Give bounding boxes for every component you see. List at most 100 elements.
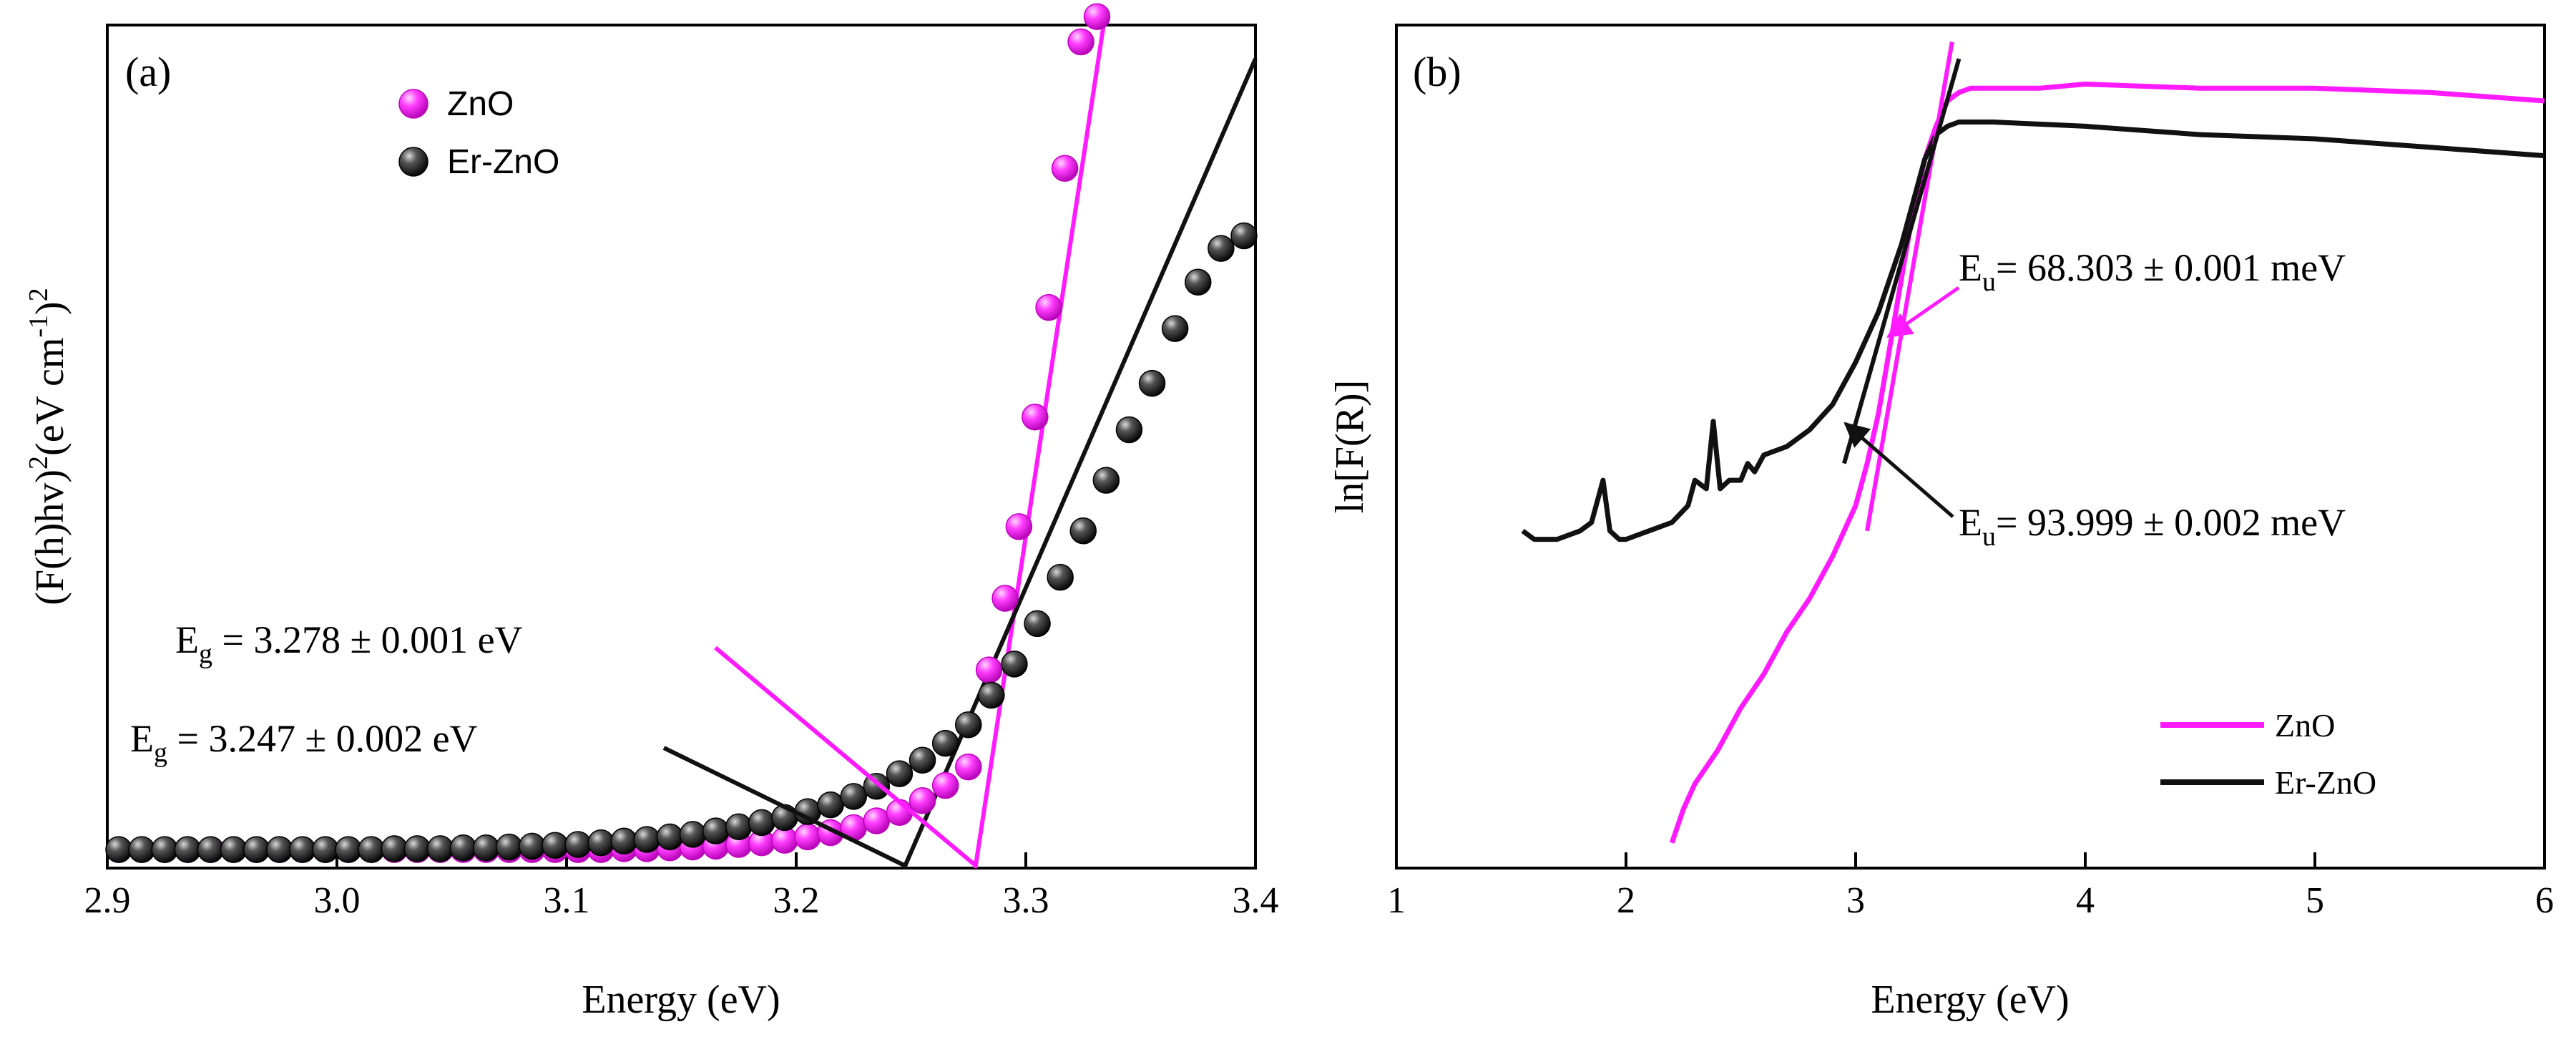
zno-urbach-fit-line — [1865, 42, 1954, 532]
panel-b-frame — [1395, 24, 2546, 870]
panel-b-fit-lines — [1842, 42, 1962, 532]
er-zno-data-point — [656, 823, 684, 851]
er-zno-data-point — [840, 783, 867, 810]
panel-a-x-tick-label: 3.4 — [1233, 880, 1279, 921]
panel-b-x-tick-label: 1 — [1387, 880, 1406, 921]
er-zno-data-point — [358, 836, 385, 863]
er-zno-data-point — [426, 835, 454, 862]
panel-a-legend: ZnO Er-ZnO — [398, 85, 559, 181]
panel-a-er-zno-points — [105, 222, 1258, 863]
eg-zno-leader-line — [714, 646, 977, 867]
zno-data-point — [1083, 3, 1111, 30]
er-zno-data-point — [1161, 315, 1189, 342]
er-zno-data-point — [587, 829, 614, 857]
zno-data-point — [771, 827, 798, 854]
panel-a-y-axis-title: (F(h)hv)2(eV cm-1)2 — [24, 288, 72, 605]
panel-a-frame — [106, 24, 1257, 870]
er-zno-urbach-fit-line — [1842, 58, 1962, 464]
zno-spectrum-line — [1669, 82, 2545, 844]
er-zno-data-point — [1185, 268, 1212, 296]
panel-b-x-tick-label: 2 — [1617, 880, 1635, 921]
panel-a-x-tick-label: 2.9 — [84, 880, 131, 921]
er-zno-data-point — [151, 836, 178, 863]
er-zno-data-point — [931, 729, 959, 757]
legend-zno-marker — [398, 89, 428, 119]
legend-b-er-zno-label: Er-ZnO — [2275, 764, 2376, 801]
eg-er-zno-leader-line — [662, 746, 906, 867]
eu-zno-arrow — [1886, 286, 1960, 339]
er-zno-data-point — [403, 835, 431, 862]
panel-b-x-tick-label: 6 — [2535, 880, 2554, 921]
er-zno-data-point — [610, 827, 637, 855]
er-zno-data-point — [472, 834, 500, 862]
er-zno-data-point — [496, 833, 523, 861]
zno-fit-line — [973, 7, 1109, 869]
panel-b-x-tick-label: 4 — [2076, 880, 2095, 921]
legend-b-zno-label: ZnO — [2275, 707, 2335, 744]
zno-data-point — [955, 753, 982, 781]
panel-a-x-axis-title: Energy (eV) — [582, 978, 780, 1022]
er-zno-data-point — [542, 832, 569, 859]
zno-data-point — [1051, 155, 1079, 182]
legend-er-zno-label: Er-ZnO — [447, 143, 559, 181]
zno-data-point — [991, 585, 1019, 612]
er-zno-data-point — [702, 817, 730, 844]
panel-b-x-tick-label: 5 — [2306, 880, 2324, 921]
eu-er-zno-annotation: Eu= 93.999 ± 0.002 meV — [1959, 501, 2346, 552]
panel-a-x-ticks: 2.9 3.0 3.1 3.2 3.3 3.4 — [84, 852, 1279, 921]
zno-data-point — [1005, 513, 1033, 540]
er-zno-data-point — [1208, 235, 1235, 262]
er-zno-data-point — [679, 821, 707, 848]
zno-data-point — [794, 823, 821, 851]
legend-zno-label: ZnO — [447, 85, 514, 123]
er-zno-data-point — [266, 836, 293, 863]
er-zno-data-point — [1092, 467, 1120, 494]
er-zno-data-point — [289, 836, 316, 863]
zno-data-point — [1022, 404, 1049, 431]
zno-data-point — [909, 787, 936, 814]
er-zno-data-point — [1047, 563, 1074, 591]
eu-er-zno-arrow — [1843, 422, 1954, 518]
er-zno-data-point — [381, 835, 408, 862]
er-zno-data-point — [1138, 369, 1166, 397]
zno-data-point — [975, 656, 1003, 683]
eu-zno-annotation: Eu= 68.303 ± 0.001 meV — [1959, 246, 2346, 297]
er-zno-data-point — [909, 746, 936, 774]
er-zno-spectrum-line — [1521, 120, 2545, 542]
er-zno-data-point — [817, 791, 844, 819]
er-zno-data-point — [978, 681, 1005, 709]
panel-a: 2.9 3.0 3.1 3.2 3.3 3.4 Eg = 3.278 ± 0.001 eV… — [24, 3, 1279, 1022]
panel-a-x-tick-label: 3.1 — [544, 880, 590, 921]
panel-b-x-axis-title: Energy (eV) — [1871, 978, 2069, 1022]
panel-b-label: (b) — [1413, 49, 1461, 95]
panel-a-x-tick-label: 3.0 — [314, 880, 361, 921]
panel-a-label: (a) — [125, 49, 171, 95]
er-zno-data-point — [449, 834, 477, 862]
er-zno-data-point — [128, 836, 155, 863]
er-zno-data-point — [220, 836, 248, 863]
er-zno-data-point — [1115, 416, 1143, 444]
zno-data-point — [1067, 28, 1094, 56]
er-zno-data-point — [955, 711, 982, 739]
er-zno-data-point — [748, 809, 775, 837]
er-zno-data-point — [174, 836, 202, 863]
eg-zno-annotation: Eg = 3.278 ± 0.001 eV — [175, 618, 523, 669]
er-zno-data-point — [519, 832, 546, 860]
panel-b-x-ticks: 1 2 3 4 5 6 — [1387, 852, 2554, 921]
er-zno-data-point — [312, 836, 339, 863]
er-zno-data-point — [335, 836, 362, 863]
er-zno-data-point — [1230, 222, 1258, 250]
er-zno-data-point — [886, 760, 914, 787]
panel-b-annotations: Eu= 68.303 ± 0.001 meV Eu= 93.999 ± 0.002… — [1843, 246, 2346, 552]
zno-data-point — [931, 771, 959, 799]
panel-a-x-tick-label: 3.3 — [1003, 880, 1049, 921]
er-zno-data-point — [564, 831, 592, 858]
zno-data-point — [1035, 293, 1062, 321]
er-zno-data-point — [633, 826, 661, 853]
legend-er-zno-marker — [398, 147, 428, 177]
panel-b-legend: ZnO Er-ZnO — [2160, 707, 2376, 801]
er-zno-data-point — [105, 836, 132, 863]
zno-data-point — [863, 807, 891, 834]
panel-b-series-lines — [1521, 82, 2545, 844]
